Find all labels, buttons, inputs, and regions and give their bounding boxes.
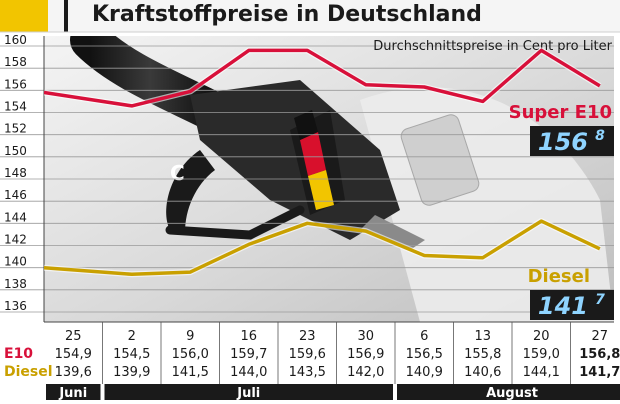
y-tick-label: 136 [4,299,27,313]
grid [0,45,614,313]
display-digits-diesel: 141 [538,292,588,320]
price-table: 25 154,9 139,6 2 154,5 139,9 9 156,0 141,5 16 159,… [55,322,620,384]
x-tick-label: 13 [474,329,491,344]
y-tick-label: 144 [4,210,27,224]
chart-subtitle: Durchschnittspreise in Cent pro Liter [373,39,612,54]
y-tick-label: 156 [4,77,27,91]
series-line-e10 [44,48,601,108]
y-tick-label: 154 [4,100,27,114]
table-cell-e10: 156,0 [172,347,209,362]
price-display-e10 [530,126,614,156]
legend-label-diesel: Diesel [528,266,590,287]
display-digits-e10: 156 [538,128,588,156]
y-tick-label: 142 [4,233,27,247]
month-label: Juli [236,386,260,400]
y-tick-label: 146 [4,188,27,202]
chart-title: Kraftstoffpreise in Deutschland [92,2,482,27]
x-tick-label: 9 [186,329,194,344]
table-cell-e10: 154,5 [113,347,150,362]
table-cell-diesel: 142,0 [347,365,384,380]
x-tick-label: 23 [299,329,316,344]
y-tick-label: 138 [4,277,27,291]
table-cell-diesel: 139,6 [55,365,92,380]
row-label-e10: E10 [4,346,33,362]
table-cell-e10: 156,9 [347,347,384,362]
y-tick-label: 152 [4,122,27,136]
legend-super-e10: Super E10 156 8 [509,102,614,156]
table-cell-e10: 159,7 [230,347,267,362]
series-line-diesel [44,219,601,277]
display-decimal-diesel: 7 [595,292,605,308]
y-tick-label: 158 [4,55,27,69]
table-cell-diesel: 140,9 [406,365,443,380]
x-tick-label: 2 [128,329,136,344]
display-decimal-e10: 8 [595,128,605,144]
table-cell-diesel: 141,7 [579,365,620,380]
x-tick-label: 25 [65,329,82,344]
month-bar-juli [104,384,393,400]
table-cell-e10: 159,6 [289,347,326,362]
yellow-square-icon [0,0,48,32]
x-tick-label: 16 [240,329,257,344]
table-cell-diesel: 141,5 [172,365,209,380]
row-label-diesel: Diesel [4,364,53,380]
x-tick-label: 20 [533,329,550,344]
x-tick-label: 27 [591,329,608,344]
y-axis: 160 158 156 154 152 150 148 146 144 142 140 138 136 [4,33,45,322]
legend-diesel: Diesel 141 7 [528,266,614,320]
svg-text:C: C [170,161,185,185]
month-bar-august [397,384,620,400]
table-cell-diesel: 144,1 [523,365,560,380]
month-label: Juni [58,386,87,400]
series-lines [44,47,602,278]
y-tick-label: 150 [4,144,27,158]
table-cell-diesel: 140,6 [464,365,501,380]
x-tick-label: 6 [420,329,428,344]
table-cell-e10: 154,9 [55,347,92,362]
table-cell-e10: 156,8 [579,347,620,362]
month-label: August [486,386,538,400]
price-display-diesel [530,290,614,320]
table-cell-e10: 155,8 [464,347,501,362]
legend-label-e10: Super E10 [509,102,612,123]
table-cell-diesel: 144,0 [230,365,267,380]
y-tick-label: 160 [4,33,27,47]
table-cell-diesel: 139,9 [113,365,150,380]
month-bar-juni [46,384,101,400]
title-divider [64,0,68,32]
table-cell-diesel: 143,5 [289,365,326,380]
header-bar [0,0,620,32]
x-tick-label: 30 [357,329,374,344]
table-cell-e10: 159,0 [523,347,560,362]
table-bg [44,322,614,384]
month-bar: Juni Juli August [46,384,620,401]
table-cell-e10: 156,5 [406,347,443,362]
y-tick-label: 140 [4,255,27,269]
y-tick-label: 148 [4,166,27,180]
